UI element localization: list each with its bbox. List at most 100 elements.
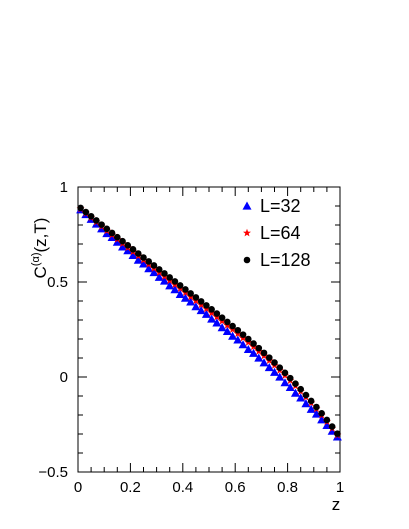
series-L=32 <box>76 205 342 441</box>
data-point <box>77 204 84 212</box>
data-point <box>129 246 137 253</box>
legend: L=32 L=64 L=128 <box>242 196 311 270</box>
data-point <box>182 286 189 293</box>
data-point <box>286 374 294 382</box>
data-point <box>224 318 231 326</box>
data-point <box>217 323 227 332</box>
data-point <box>265 354 273 361</box>
data-point <box>197 298 205 305</box>
data-point <box>228 331 238 340</box>
data-point <box>275 372 285 381</box>
data-point <box>82 208 90 216</box>
data-point <box>318 409 325 417</box>
y-axis-label-base: C <box>31 266 50 278</box>
data-point <box>260 349 268 357</box>
data-point <box>238 340 248 349</box>
plot-frame <box>77 186 341 473</box>
y-tick-label: 1 <box>60 179 68 196</box>
data-point <box>176 282 184 289</box>
data-point <box>208 306 215 313</box>
data-point <box>186 297 196 306</box>
data-point <box>301 399 311 408</box>
data-point <box>124 242 132 249</box>
y-tick-labels: −0.5 0 0.5 1 <box>38 179 68 481</box>
data-point <box>192 294 200 301</box>
data-point <box>128 250 138 259</box>
data-point <box>255 344 263 352</box>
y-axis-label-args: (z,T) <box>31 218 50 253</box>
data-point <box>159 276 169 285</box>
data-point <box>118 242 128 251</box>
data-point <box>285 382 295 392</box>
data-series <box>76 204 342 441</box>
data-point <box>297 385 305 393</box>
data-point <box>119 237 126 245</box>
data-point <box>233 335 243 344</box>
data-point <box>187 290 194 297</box>
x-tick-label: 0.8 <box>277 479 298 496</box>
data-point <box>87 212 95 220</box>
data-point <box>334 430 341 437</box>
data-point <box>281 369 289 377</box>
x-tick-label: 1 <box>336 479 344 496</box>
data-point <box>213 310 221 317</box>
data-point <box>328 423 336 430</box>
data-point <box>140 254 147 261</box>
data-point <box>306 404 316 413</box>
data-point <box>249 348 259 357</box>
data-point <box>311 409 321 418</box>
x-tick-label: 0.6 <box>225 479 246 496</box>
data-point <box>239 331 247 338</box>
data-point <box>102 229 112 238</box>
data-point <box>307 397 315 405</box>
series-L=128 <box>77 204 341 437</box>
data-point <box>270 367 279 376</box>
data-point <box>302 391 310 399</box>
data-point <box>323 416 331 424</box>
y-tick-label: 0 <box>60 369 68 386</box>
data-point <box>108 229 116 237</box>
data-point <box>243 344 253 354</box>
data-point <box>313 403 320 411</box>
y-tick-label: 0.5 <box>47 274 68 291</box>
data-point <box>170 285 180 294</box>
data-point <box>264 363 274 372</box>
data-point <box>107 232 117 241</box>
data-point <box>180 293 190 302</box>
data-point <box>218 314 226 322</box>
data-point <box>207 314 217 323</box>
data-point <box>155 266 163 273</box>
y-axis-label: C(α)(z,T) <box>30 218 50 279</box>
x-tick-label: 0 <box>74 479 82 496</box>
legend-marker <box>243 228 251 237</box>
data-point <box>290 388 300 397</box>
data-point <box>149 268 159 277</box>
axis-ticks <box>77 186 341 473</box>
data-point <box>271 359 278 366</box>
data-point <box>161 270 168 277</box>
data-point <box>296 393 306 402</box>
data-point <box>280 378 290 387</box>
data-point <box>144 264 154 273</box>
data-point <box>154 272 164 281</box>
data-point <box>254 353 264 362</box>
x-tick-label: 0.2 <box>120 479 141 496</box>
data-point <box>150 262 158 269</box>
data-point <box>201 309 211 318</box>
data-point <box>276 364 284 371</box>
x-axis-label: z <box>332 495 341 514</box>
data-point <box>203 302 210 309</box>
data-point <box>134 250 142 257</box>
legend-label: L=128 <box>260 250 311 270</box>
data-point <box>98 221 105 228</box>
y-tick-label: −0.5 <box>38 464 68 481</box>
data-point <box>97 224 107 233</box>
data-point <box>259 358 269 367</box>
data-point <box>196 306 206 315</box>
data-point <box>139 259 148 268</box>
data-point <box>171 278 179 285</box>
legend-label: L=64 <box>260 223 301 243</box>
data-point <box>245 335 252 343</box>
data-point <box>103 225 111 233</box>
